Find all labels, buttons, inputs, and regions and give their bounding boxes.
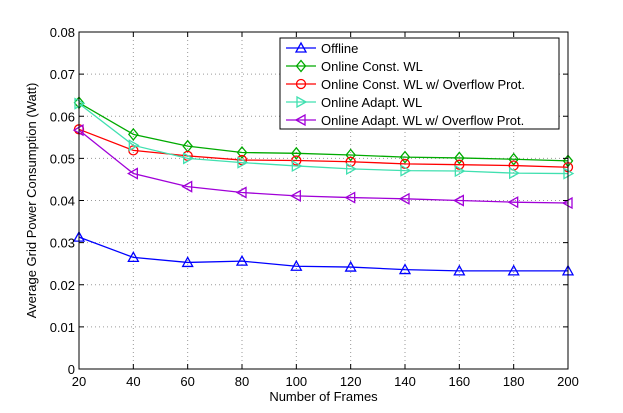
series-4	[72, 124, 573, 210]
data-point	[454, 164, 466, 178]
data-point	[507, 196, 519, 209]
x-tick-label: 160	[448, 374, 470, 389]
x-tick-label: 40	[126, 374, 140, 389]
legend-marker	[295, 78, 307, 90]
legend-label: Online Const. WL w/ Overflow Prot.	[321, 77, 525, 92]
x-tick-label: 80	[235, 374, 249, 389]
data-point	[453, 151, 465, 165]
legend-item: Online Const. WL w/ Overflow Prot.	[286, 77, 525, 92]
legend-label: Online Const. WL	[321, 59, 423, 74]
series-line	[78, 102, 569, 162]
y-tick-label: 0.04	[50, 194, 75, 209]
ticks: 20 40 60 80 100 120 140 160 180 200 0 0.01 0.02 0.03 0…	[50, 25, 579, 389]
data-point	[346, 162, 358, 176]
x-tick-label: 200	[557, 374, 579, 389]
x-tick-label: 120	[340, 374, 362, 389]
y-axis-label: Average Grid Power Consumption (Watt)	[24, 83, 39, 319]
data-point	[507, 264, 520, 276]
y-tick-label: 0.07	[50, 67, 75, 82]
y-tick-label: 0	[68, 362, 75, 377]
data-point	[290, 259, 303, 271]
y-tick-label: 0.05	[50, 151, 75, 166]
x-tick-label: 20	[72, 374, 86, 389]
data-point	[237, 156, 249, 169]
series-line	[78, 236, 568, 272]
data-point	[128, 139, 140, 152]
data-point	[126, 167, 138, 180]
legend-marker	[295, 59, 307, 73]
series-line	[78, 103, 569, 175]
legend-item: Online Adapt. WL	[286, 95, 422, 110]
data-point	[183, 152, 195, 165]
series-line	[78, 128, 569, 168]
legend: Offline Online Const. WL Online Const. WL …	[279, 37, 560, 130]
legend-marker	[294, 41, 308, 53]
series-3	[74, 97, 575, 180]
data-point	[398, 263, 412, 275]
legend-label: Offline	[321, 41, 358, 56]
data-point	[509, 167, 521, 180]
data-point	[398, 192, 410, 205]
data-point	[235, 186, 247, 199]
x-tick-label: 100	[285, 374, 307, 389]
data-point	[399, 150, 411, 164]
data-point	[235, 254, 249, 266]
data-point	[236, 145, 248, 160]
data-point	[345, 148, 357, 162]
y-tick-label: 0.08	[50, 25, 75, 40]
data-point	[400, 164, 412, 177]
series-line	[78, 129, 569, 204]
x-tick-label: 60	[180, 374, 194, 389]
data-point	[290, 146, 302, 160]
x-tick-label: 140	[394, 374, 416, 389]
data-point	[127, 251, 140, 263]
y-tick-label: 0.02	[50, 278, 75, 293]
data-point	[452, 194, 464, 207]
data-point	[344, 260, 357, 272]
data-point	[344, 191, 356, 204]
data-point	[291, 159, 303, 173]
legend-item: Online Const. WL	[286, 59, 423, 74]
x-axis-label: Number of Frames	[269, 389, 378, 404]
data-point	[289, 189, 301, 202]
legend-label: Online Adapt. WL w/ Overflow Prot.	[321, 113, 524, 128]
x-tick-label: 180	[503, 374, 525, 389]
data-point	[127, 127, 139, 141]
legend-marker	[296, 95, 308, 109]
legend-box	[279, 37, 560, 130]
y-tick-label: 0.01	[50, 320, 75, 335]
y-tick-label: 0.06	[50, 109, 75, 124]
legend-label: Online Adapt. WL	[321, 95, 422, 110]
legend-marker	[294, 113, 306, 127]
data-point	[181, 180, 193, 193]
data-point	[453, 264, 466, 276]
series-layer	[72, 96, 575, 276]
legend-item: Offline	[286, 41, 358, 56]
data-point	[454, 159, 465, 170]
y-tick-label: 0.03	[50, 236, 75, 251]
data-point	[508, 152, 520, 166]
legend-item: Online Adapt. WL w/ Overflow Prot.	[286, 113, 524, 128]
data-point	[181, 256, 194, 268]
